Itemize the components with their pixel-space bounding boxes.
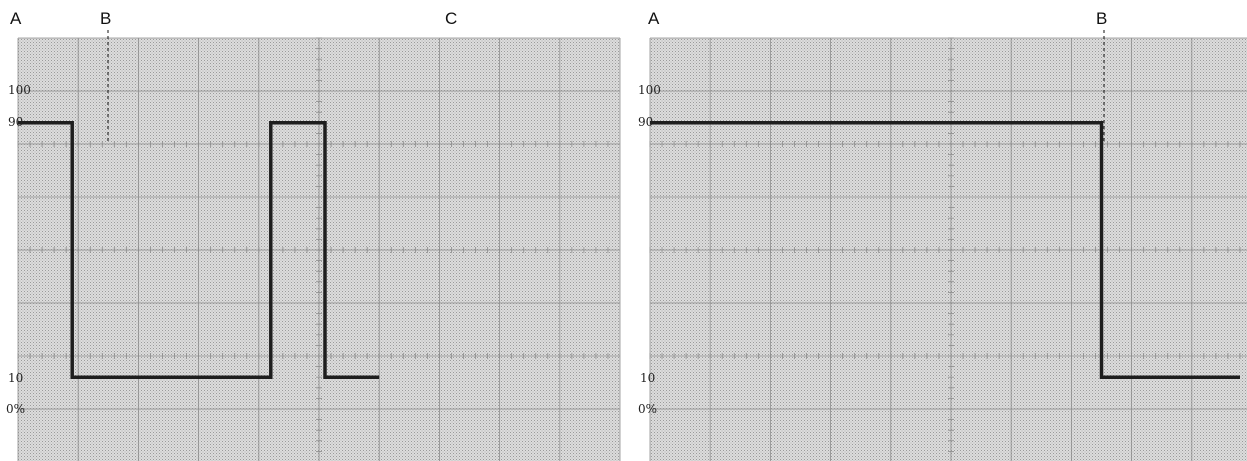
- scope-right-svg: A B 100 90 10 0%: [638, 9, 1247, 461]
- scale-label-10: 10: [8, 371, 23, 385]
- graticule-minor-ticks: [649, 37, 1241, 452]
- marker-b-label: B: [1096, 9, 1107, 28]
- graticule-background: [650, 38, 1247, 461]
- scale-label-90: 90: [8, 115, 23, 129]
- marker-b-label: B: [100, 9, 111, 28]
- scale-label-100: 100: [638, 83, 661, 97]
- scale-label-100: 100: [8, 83, 31, 97]
- marker-a-label: A: [648, 9, 660, 28]
- scale-label-0-percent: 0%: [638, 402, 657, 416]
- graticule-minor-ticks: [17, 37, 609, 452]
- marker-a-label: A: [10, 9, 22, 28]
- oscilloscope-display-left: A B C 100 90 10 0%: [6, 9, 621, 461]
- square-wave-trace: [650, 121, 1240, 379]
- marker-c-label: C: [445, 9, 457, 28]
- oscilloscope-display-right: A B 100 90 10 0%: [630, 0, 1247, 461]
- scope-left-svg: A B C 100 90 10 0%: [6, 9, 621, 461]
- scale-label-90: 90: [638, 115, 653, 129]
- square-wave-trace: [18, 121, 380, 379]
- scale-label-10: 10: [640, 371, 655, 385]
- scale-label-0-percent: 0%: [6, 402, 25, 416]
